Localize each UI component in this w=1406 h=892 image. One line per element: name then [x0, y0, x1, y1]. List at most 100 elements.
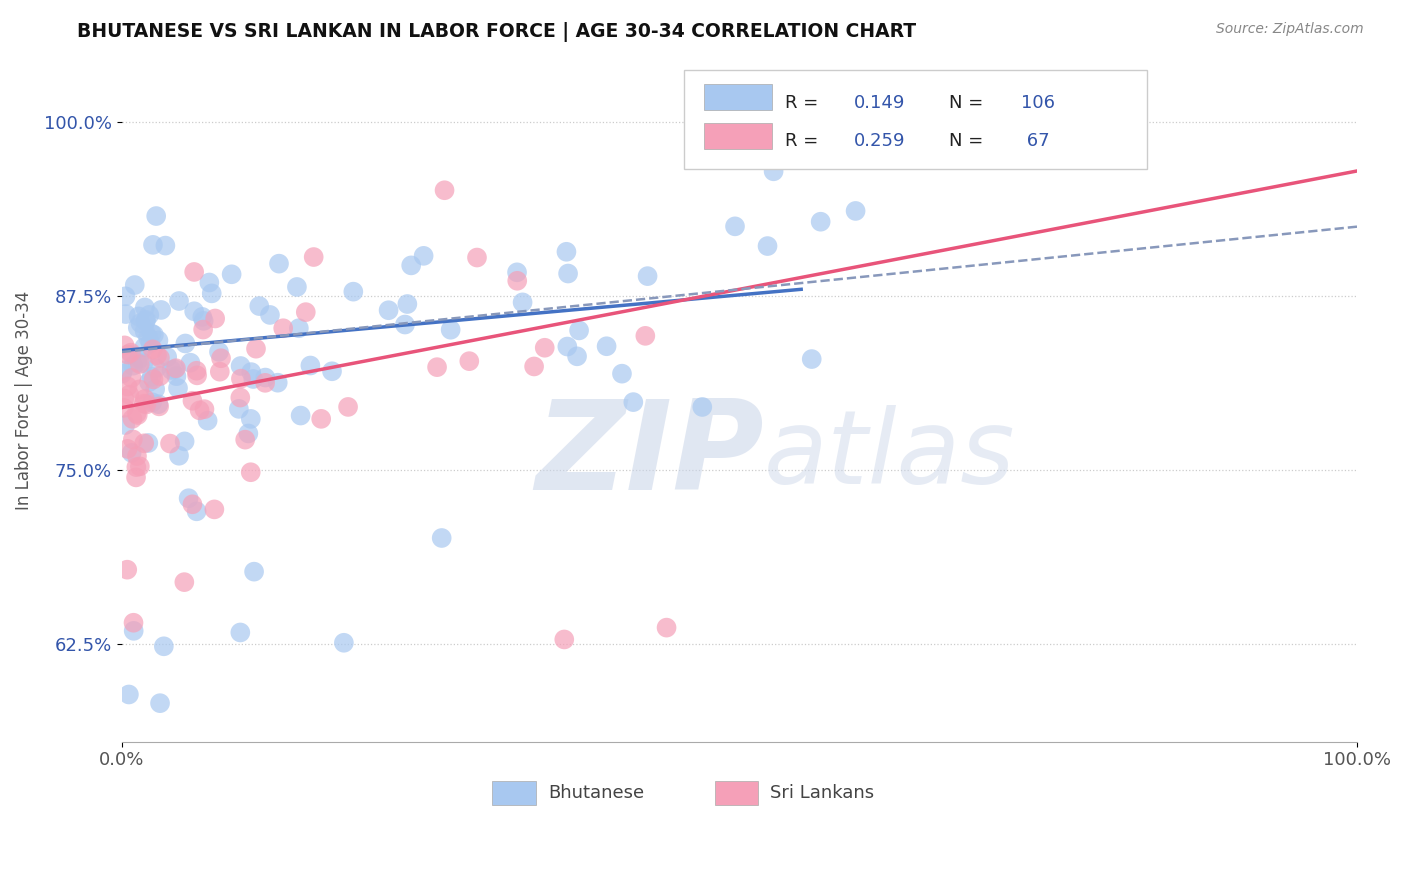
Point — [149, 351, 172, 365]
Point — [125, 470, 148, 484]
Point — [121, 446, 143, 460]
Point — [724, 219, 747, 234]
Point — [149, 369, 172, 384]
Text: BHUTANESE VS SRI LANKAN IN LABOR FORCE | AGE 30-34 CORRELATION CHART: BHUTANESE VS SRI LANKAN IN LABOR FORCE |… — [77, 22, 917, 42]
Point — [128, 459, 150, 474]
Point — [181, 393, 204, 408]
Point — [233, 433, 256, 447]
Point — [254, 376, 277, 390]
Point — [159, 436, 181, 450]
Point — [142, 343, 165, 357]
Point — [193, 402, 215, 417]
Point — [197, 414, 219, 428]
Text: Bhutanese: Bhutanese — [548, 784, 644, 802]
Point — [533, 341, 555, 355]
Point — [112, 363, 135, 377]
Point — [155, 238, 177, 252]
Point — [512, 295, 534, 310]
Point — [810, 215, 832, 229]
Point — [177, 491, 200, 506]
Point — [321, 364, 343, 378]
Point — [302, 250, 325, 264]
Point — [114, 418, 136, 433]
Point — [396, 297, 419, 311]
Point — [193, 314, 215, 328]
Point — [191, 310, 214, 324]
Point — [122, 615, 145, 630]
Point — [150, 302, 173, 317]
Point — [125, 449, 148, 463]
Point — [433, 183, 456, 197]
Point — [132, 356, 155, 370]
Point — [337, 400, 360, 414]
Point — [458, 354, 481, 368]
Point — [121, 371, 143, 385]
Point — [204, 311, 226, 326]
Point — [127, 408, 149, 422]
Point — [167, 293, 190, 308]
Point — [377, 303, 399, 318]
Point — [163, 362, 186, 376]
Point — [845, 203, 868, 218]
Point — [146, 348, 169, 362]
Point — [160, 363, 183, 377]
Point — [800, 352, 823, 367]
Text: 0.149: 0.149 — [855, 94, 905, 112]
Text: N =: N = — [949, 132, 984, 151]
Point — [114, 289, 136, 303]
Point — [288, 321, 311, 335]
Point — [121, 412, 143, 426]
Point — [655, 621, 678, 635]
Point — [228, 401, 250, 416]
Point — [208, 365, 231, 379]
FancyBboxPatch shape — [703, 84, 772, 110]
Point — [142, 372, 165, 386]
Point — [129, 316, 152, 330]
Point — [229, 625, 252, 640]
Point — [142, 238, 165, 252]
Point — [247, 299, 270, 313]
Point — [342, 285, 364, 299]
Point — [128, 383, 150, 397]
Point — [114, 338, 136, 352]
Point — [138, 308, 160, 322]
Point — [201, 286, 224, 301]
Point — [430, 531, 453, 545]
Point — [239, 412, 262, 426]
Point — [128, 351, 150, 366]
Point — [229, 371, 252, 385]
Text: 67: 67 — [1021, 132, 1050, 151]
Point — [122, 359, 145, 373]
Point — [465, 251, 488, 265]
Point — [568, 323, 591, 337]
Point — [756, 239, 779, 253]
Point — [167, 381, 190, 395]
Point — [135, 313, 157, 327]
Point — [148, 397, 170, 411]
Point — [267, 257, 290, 271]
Text: Source: ZipAtlas.com: Source: ZipAtlas.com — [1216, 22, 1364, 37]
Point — [117, 442, 139, 456]
Point — [229, 391, 252, 405]
Point — [134, 340, 156, 354]
Point — [166, 369, 188, 384]
Point — [142, 327, 165, 342]
Point — [141, 369, 163, 384]
Point — [174, 336, 197, 351]
Point — [153, 640, 176, 654]
Point — [183, 265, 205, 279]
Point — [259, 308, 281, 322]
Point — [637, 269, 659, 284]
Point — [198, 276, 221, 290]
Point — [242, 372, 264, 386]
Point — [557, 339, 579, 353]
Point — [506, 265, 529, 279]
Point — [132, 396, 155, 410]
Point — [595, 339, 617, 353]
Point — [183, 304, 205, 318]
Point — [285, 280, 308, 294]
Point — [141, 395, 163, 409]
Point — [148, 334, 170, 348]
Point — [122, 433, 145, 447]
Point — [621, 395, 644, 409]
